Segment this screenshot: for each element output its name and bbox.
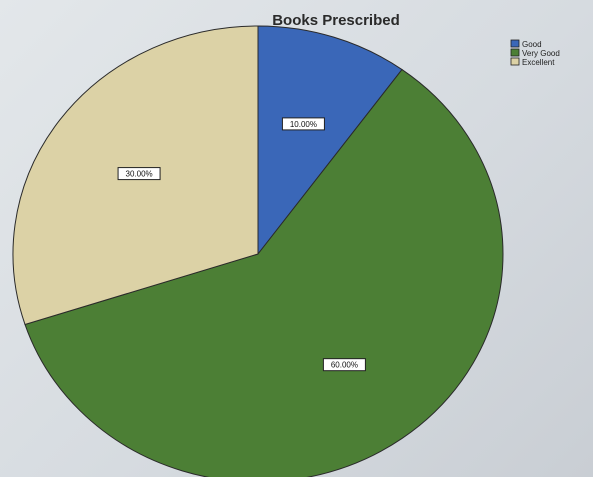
legend-swatch-very-good [510,48,520,57]
data-labels: 10.00% 60.00% 30.00% [117,117,366,372]
legend-label-good: Good [522,40,542,49]
chart-title: Books Prescribed [272,12,400,29]
legend-swatch-good [510,39,520,48]
legend-label-very-good: Very Good [522,49,560,58]
data-label-text: 60.00% [331,361,358,370]
legend-swatch-excellent [510,57,520,66]
data-label-box [281,117,325,131]
data-label-text: 10.00% [290,120,317,129]
pie-slice-very-good [24,68,504,477]
data-label-excellent: 30.00% [117,167,161,181]
data-label-good: 10.00% [281,117,325,131]
data-label-text: 30.00% [126,170,153,179]
pie-slice-good [257,25,403,256]
data-label-box [322,358,366,372]
data-label-box [117,167,161,181]
legend-label-excellent: Excellent [522,58,555,67]
data-label-very-good: 60.00% [322,358,366,372]
pie-slices [12,25,504,477]
